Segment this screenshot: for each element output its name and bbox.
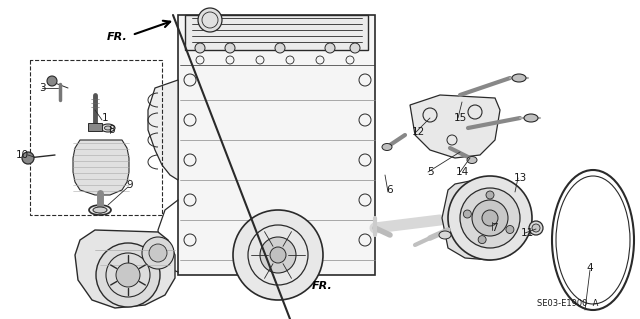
Ellipse shape	[524, 114, 538, 122]
Ellipse shape	[93, 207, 107, 213]
Text: FR.: FR.	[312, 281, 333, 291]
Polygon shape	[75, 230, 175, 308]
Circle shape	[96, 243, 160, 307]
Text: 14: 14	[456, 167, 468, 177]
Polygon shape	[88, 123, 102, 131]
Circle shape	[478, 236, 486, 244]
Circle shape	[460, 188, 520, 248]
Text: 5: 5	[427, 167, 433, 177]
Text: SE03-E1900  A: SE03-E1900 A	[536, 299, 598, 308]
Circle shape	[149, 244, 167, 262]
Polygon shape	[148, 80, 178, 180]
Circle shape	[116, 263, 140, 287]
Text: 1: 1	[102, 113, 108, 123]
Text: 3: 3	[38, 83, 45, 93]
Circle shape	[532, 224, 540, 232]
Text: 7: 7	[491, 223, 497, 233]
Text: 4: 4	[587, 263, 593, 273]
Polygon shape	[185, 15, 368, 50]
Text: 13: 13	[513, 173, 527, 183]
Ellipse shape	[439, 231, 451, 239]
Circle shape	[198, 8, 222, 32]
Circle shape	[463, 210, 471, 218]
Text: 8: 8	[109, 125, 115, 135]
Ellipse shape	[512, 74, 526, 82]
Text: 11: 11	[520, 228, 534, 238]
Circle shape	[482, 210, 498, 226]
Circle shape	[486, 191, 494, 199]
Circle shape	[142, 237, 174, 269]
Circle shape	[233, 210, 323, 300]
Circle shape	[448, 176, 532, 260]
Polygon shape	[73, 140, 129, 195]
Circle shape	[270, 247, 286, 263]
Circle shape	[260, 237, 296, 273]
Circle shape	[506, 226, 514, 234]
Circle shape	[22, 152, 34, 164]
Text: 12: 12	[412, 127, 424, 137]
Ellipse shape	[104, 126, 111, 130]
Polygon shape	[442, 180, 520, 260]
Text: 9: 9	[127, 180, 133, 190]
Text: 6: 6	[387, 185, 394, 195]
Circle shape	[472, 200, 508, 236]
Circle shape	[275, 43, 285, 53]
Polygon shape	[178, 15, 375, 275]
Polygon shape	[410, 95, 500, 158]
Ellipse shape	[467, 157, 477, 164]
Circle shape	[350, 43, 360, 53]
Text: 10: 10	[15, 150, 29, 160]
Ellipse shape	[101, 124, 115, 132]
Circle shape	[529, 221, 543, 235]
Text: 15: 15	[453, 113, 467, 123]
Ellipse shape	[382, 144, 392, 151]
Circle shape	[47, 76, 57, 86]
Circle shape	[195, 43, 205, 53]
Circle shape	[225, 43, 235, 53]
Ellipse shape	[89, 205, 111, 215]
Text: FR.: FR.	[108, 32, 128, 42]
Circle shape	[325, 43, 335, 53]
